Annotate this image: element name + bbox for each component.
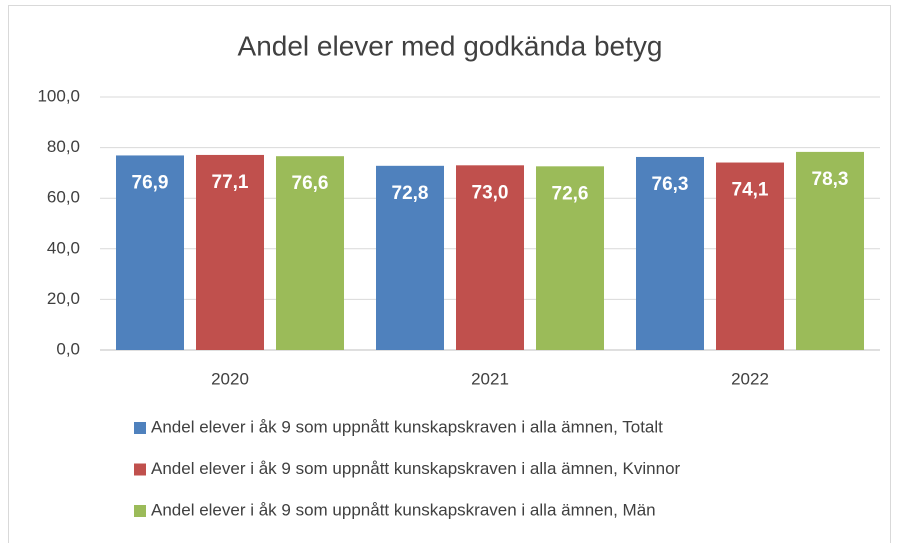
- legend-swatch: [134, 463, 146, 476]
- y-tick-label: 40,0: [47, 238, 80, 257]
- value-label: 74,1: [732, 180, 769, 201]
- value-label: 76,3: [652, 174, 689, 195]
- y-tick-label: 20,0: [47, 289, 80, 308]
- y-tick-label: 100,0: [37, 86, 80, 105]
- bar: [196, 154, 264, 350]
- legend-label: Andel elever i åk 9 som uppnått kunskaps…: [151, 459, 681, 478]
- value-label: 76,9: [132, 172, 169, 193]
- legend-label: Andel elever i åk 9 som uppnått kunskaps…: [151, 417, 663, 436]
- bar: [716, 162, 784, 350]
- value-label: 78,3: [812, 169, 849, 190]
- x-tick-label: 2020: [211, 369, 249, 388]
- bar: [636, 156, 704, 350]
- bar: [456, 165, 524, 350]
- bar: [796, 151, 864, 350]
- bar: [116, 155, 184, 350]
- value-label: 76,6: [292, 173, 329, 194]
- value-label: 77,1: [212, 172, 249, 193]
- bar: [536, 166, 604, 350]
- y-tick-label: 60,0: [47, 188, 80, 207]
- x-tick-label: 2021: [471, 369, 509, 388]
- y-tick-label: 0,0: [56, 339, 80, 358]
- bar: [276, 156, 344, 350]
- value-label: 72,8: [392, 183, 429, 204]
- value-label: 72,6: [552, 183, 589, 204]
- legend-swatch: [134, 505, 146, 517]
- legend-swatch: [134, 422, 146, 434]
- value-label: 73,0: [472, 182, 509, 203]
- y-tick-label: 80,0: [47, 137, 80, 156]
- chart-title: Andel elever med godkända betyg: [238, 30, 663, 61]
- legend-label: Andel elever i åk 9 som uppnått kunskaps…: [151, 500, 656, 519]
- bar: [376, 165, 444, 350]
- x-tick-label: 2022: [731, 369, 769, 388]
